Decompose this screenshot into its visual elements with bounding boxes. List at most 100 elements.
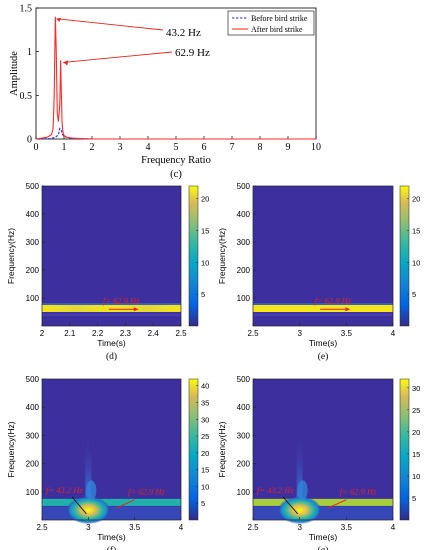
y-tick-label: 0 bbox=[27, 135, 32, 146]
y-tick-label: 200 bbox=[237, 266, 251, 275]
y-tick-label: 400 bbox=[26, 403, 40, 412]
x-axis-label: Time(s) bbox=[97, 338, 126, 348]
series-line-1 bbox=[35, 16, 316, 140]
colorbar-tick-label: 20 bbox=[201, 449, 209, 458]
colorbar bbox=[399, 185, 410, 327]
impulse-streak bbox=[85, 435, 92, 498]
colorbar-tick-label: 30 bbox=[412, 384, 420, 393]
frequency-band bbox=[253, 305, 393, 312]
annotation-arrow bbox=[63, 51, 173, 63]
x-axis-label: Frequency Ratio bbox=[141, 155, 211, 166]
y-axis-label: Frequency(Hz) bbox=[6, 228, 16, 284]
x-tick-label: 4 bbox=[391, 523, 396, 532]
colorbar-tick-label: 15 bbox=[201, 466, 209, 475]
y-tick-label: 500 bbox=[237, 375, 251, 384]
band-glow bbox=[42, 303, 181, 307]
x-tick-label: 2.4 bbox=[148, 329, 160, 338]
colorbar-tick-label: 5 bbox=[412, 290, 416, 299]
annotation-arrow-43hz bbox=[282, 496, 299, 515]
heatmap-background bbox=[42, 379, 181, 520]
panel-label: (f) bbox=[107, 545, 117, 550]
x-tick-label: 3 bbox=[118, 142, 123, 153]
band-glow bbox=[253, 303, 393, 307]
colorbar-tick-label: 5 bbox=[201, 499, 205, 508]
annotation-label-62hz: f= 62.9 Hz bbox=[340, 487, 377, 497]
panel-label: (e) bbox=[318, 351, 329, 362]
x-tick-label: 10 bbox=[311, 142, 321, 153]
y-tick-label: 200 bbox=[26, 460, 40, 469]
impact-spot-upper bbox=[297, 480, 308, 501]
x-tick-label: 5 bbox=[174, 142, 179, 153]
x-tick-label: 3 bbox=[297, 329, 302, 338]
y-tick-label: 300 bbox=[237, 431, 251, 440]
colorbar-tick-label: 20 bbox=[412, 428, 420, 437]
annotation-label: f= 62.9 Hz bbox=[103, 296, 140, 306]
heatmap-background bbox=[253, 379, 393, 520]
y-axis-label: Amplitude bbox=[9, 51, 20, 96]
colorbar-tick-label: 5 bbox=[201, 290, 205, 299]
colorbar-tick-label: 10 bbox=[201, 482, 209, 491]
x-tick-label: 2 bbox=[90, 142, 95, 153]
colorbar-tick-label: 25 bbox=[201, 432, 209, 441]
colorbar-tick-label: 15 bbox=[201, 227, 209, 236]
y-tick-label: 200 bbox=[237, 460, 251, 469]
impact-spot-upper bbox=[86, 480, 97, 501]
frequency-band bbox=[42, 305, 181, 312]
heatmap-f: f= 43.2 Hz f= 62.9 Hz 2.5 3 3.5 4 100 200 300 400… bbox=[6, 375, 209, 550]
x-tick-label: 6 bbox=[202, 142, 207, 153]
x-tick-label: 9 bbox=[286, 142, 291, 153]
plot-frame bbox=[41, 185, 182, 327]
x-tick-label: 4 bbox=[391, 329, 396, 338]
x-tick-label: 2.5 bbox=[247, 523, 259, 532]
colorbar-tick-label: 40 bbox=[201, 382, 209, 391]
x-tick-label: 8 bbox=[258, 142, 263, 153]
annotation-label-43hz: f= 43.2 Hz bbox=[46, 485, 83, 495]
x-tick-label: 3.5 bbox=[341, 523, 353, 532]
panel-label: (d) bbox=[106, 351, 117, 362]
line-chart-c: 0 1 2 3 4 5 6 7 8 9 10 0 0.5 1 1.5 Frequency Ratio Ampli… bbox=[9, 4, 321, 181]
colorbar-tick-label: 10 bbox=[412, 472, 420, 481]
y-tick-label: 100 bbox=[237, 294, 251, 303]
x-tick-label: 4 bbox=[179, 523, 184, 532]
colorbar bbox=[399, 378, 410, 521]
annotation-arrow bbox=[56, 18, 164, 31]
annotation-arrow-62hz bbox=[327, 499, 347, 509]
y-tick-label: 400 bbox=[26, 210, 40, 219]
x-tick-label: 4 bbox=[146, 142, 151, 153]
x-tick-label: 7 bbox=[230, 142, 235, 153]
annotation-label-62hz: 62.9 Hz bbox=[175, 47, 210, 59]
x-tick-label: 3 bbox=[297, 523, 302, 532]
colorbar-tick-label: 35 bbox=[201, 399, 209, 408]
y-tick-label: 500 bbox=[26, 182, 40, 191]
y-tick-label: 1.5 bbox=[20, 4, 33, 15]
annotation-label-43hz: f= 43.2 Hz bbox=[257, 485, 294, 495]
panel-label: (g) bbox=[317, 545, 328, 550]
x-tick-label: 2.2 bbox=[92, 329, 104, 338]
y-tick-label: 100 bbox=[26, 294, 40, 303]
plot-frame bbox=[252, 185, 394, 327]
x-tick-label: 2.3 bbox=[120, 329, 132, 338]
heatmap-background bbox=[253, 186, 393, 326]
y-axis-label: Frequency(Hz) bbox=[217, 228, 227, 284]
x-tick-label: 2.5 bbox=[36, 523, 48, 532]
y-axis-label: Frequency(Hz) bbox=[217, 421, 227, 477]
y-tick-label: 300 bbox=[237, 238, 251, 247]
plot-frame bbox=[252, 378, 394, 521]
annotation-arrow-43hz bbox=[71, 496, 87, 515]
y-tick-label: 400 bbox=[237, 210, 251, 219]
impulse-streak bbox=[296, 435, 303, 498]
colorbar-tick-label: 20 bbox=[412, 195, 420, 204]
colorbar-tick-label: 20 bbox=[201, 195, 209, 204]
colorbar-tick-label: 10 bbox=[201, 258, 209, 267]
y-tick-label: 100 bbox=[26, 488, 40, 497]
x-axis-label: Time(s) bbox=[97, 532, 126, 542]
y-tick-label: 200 bbox=[26, 266, 40, 275]
x-tick-label: 2 bbox=[40, 329, 45, 338]
y-tick-label: 100 bbox=[237, 488, 251, 497]
plot-frame bbox=[41, 378, 182, 521]
y-tick-label: 300 bbox=[26, 431, 40, 440]
x-tick-label: 2.1 bbox=[64, 329, 76, 338]
colorbar bbox=[188, 185, 199, 327]
colorbar-tick-label: 30 bbox=[201, 415, 209, 424]
